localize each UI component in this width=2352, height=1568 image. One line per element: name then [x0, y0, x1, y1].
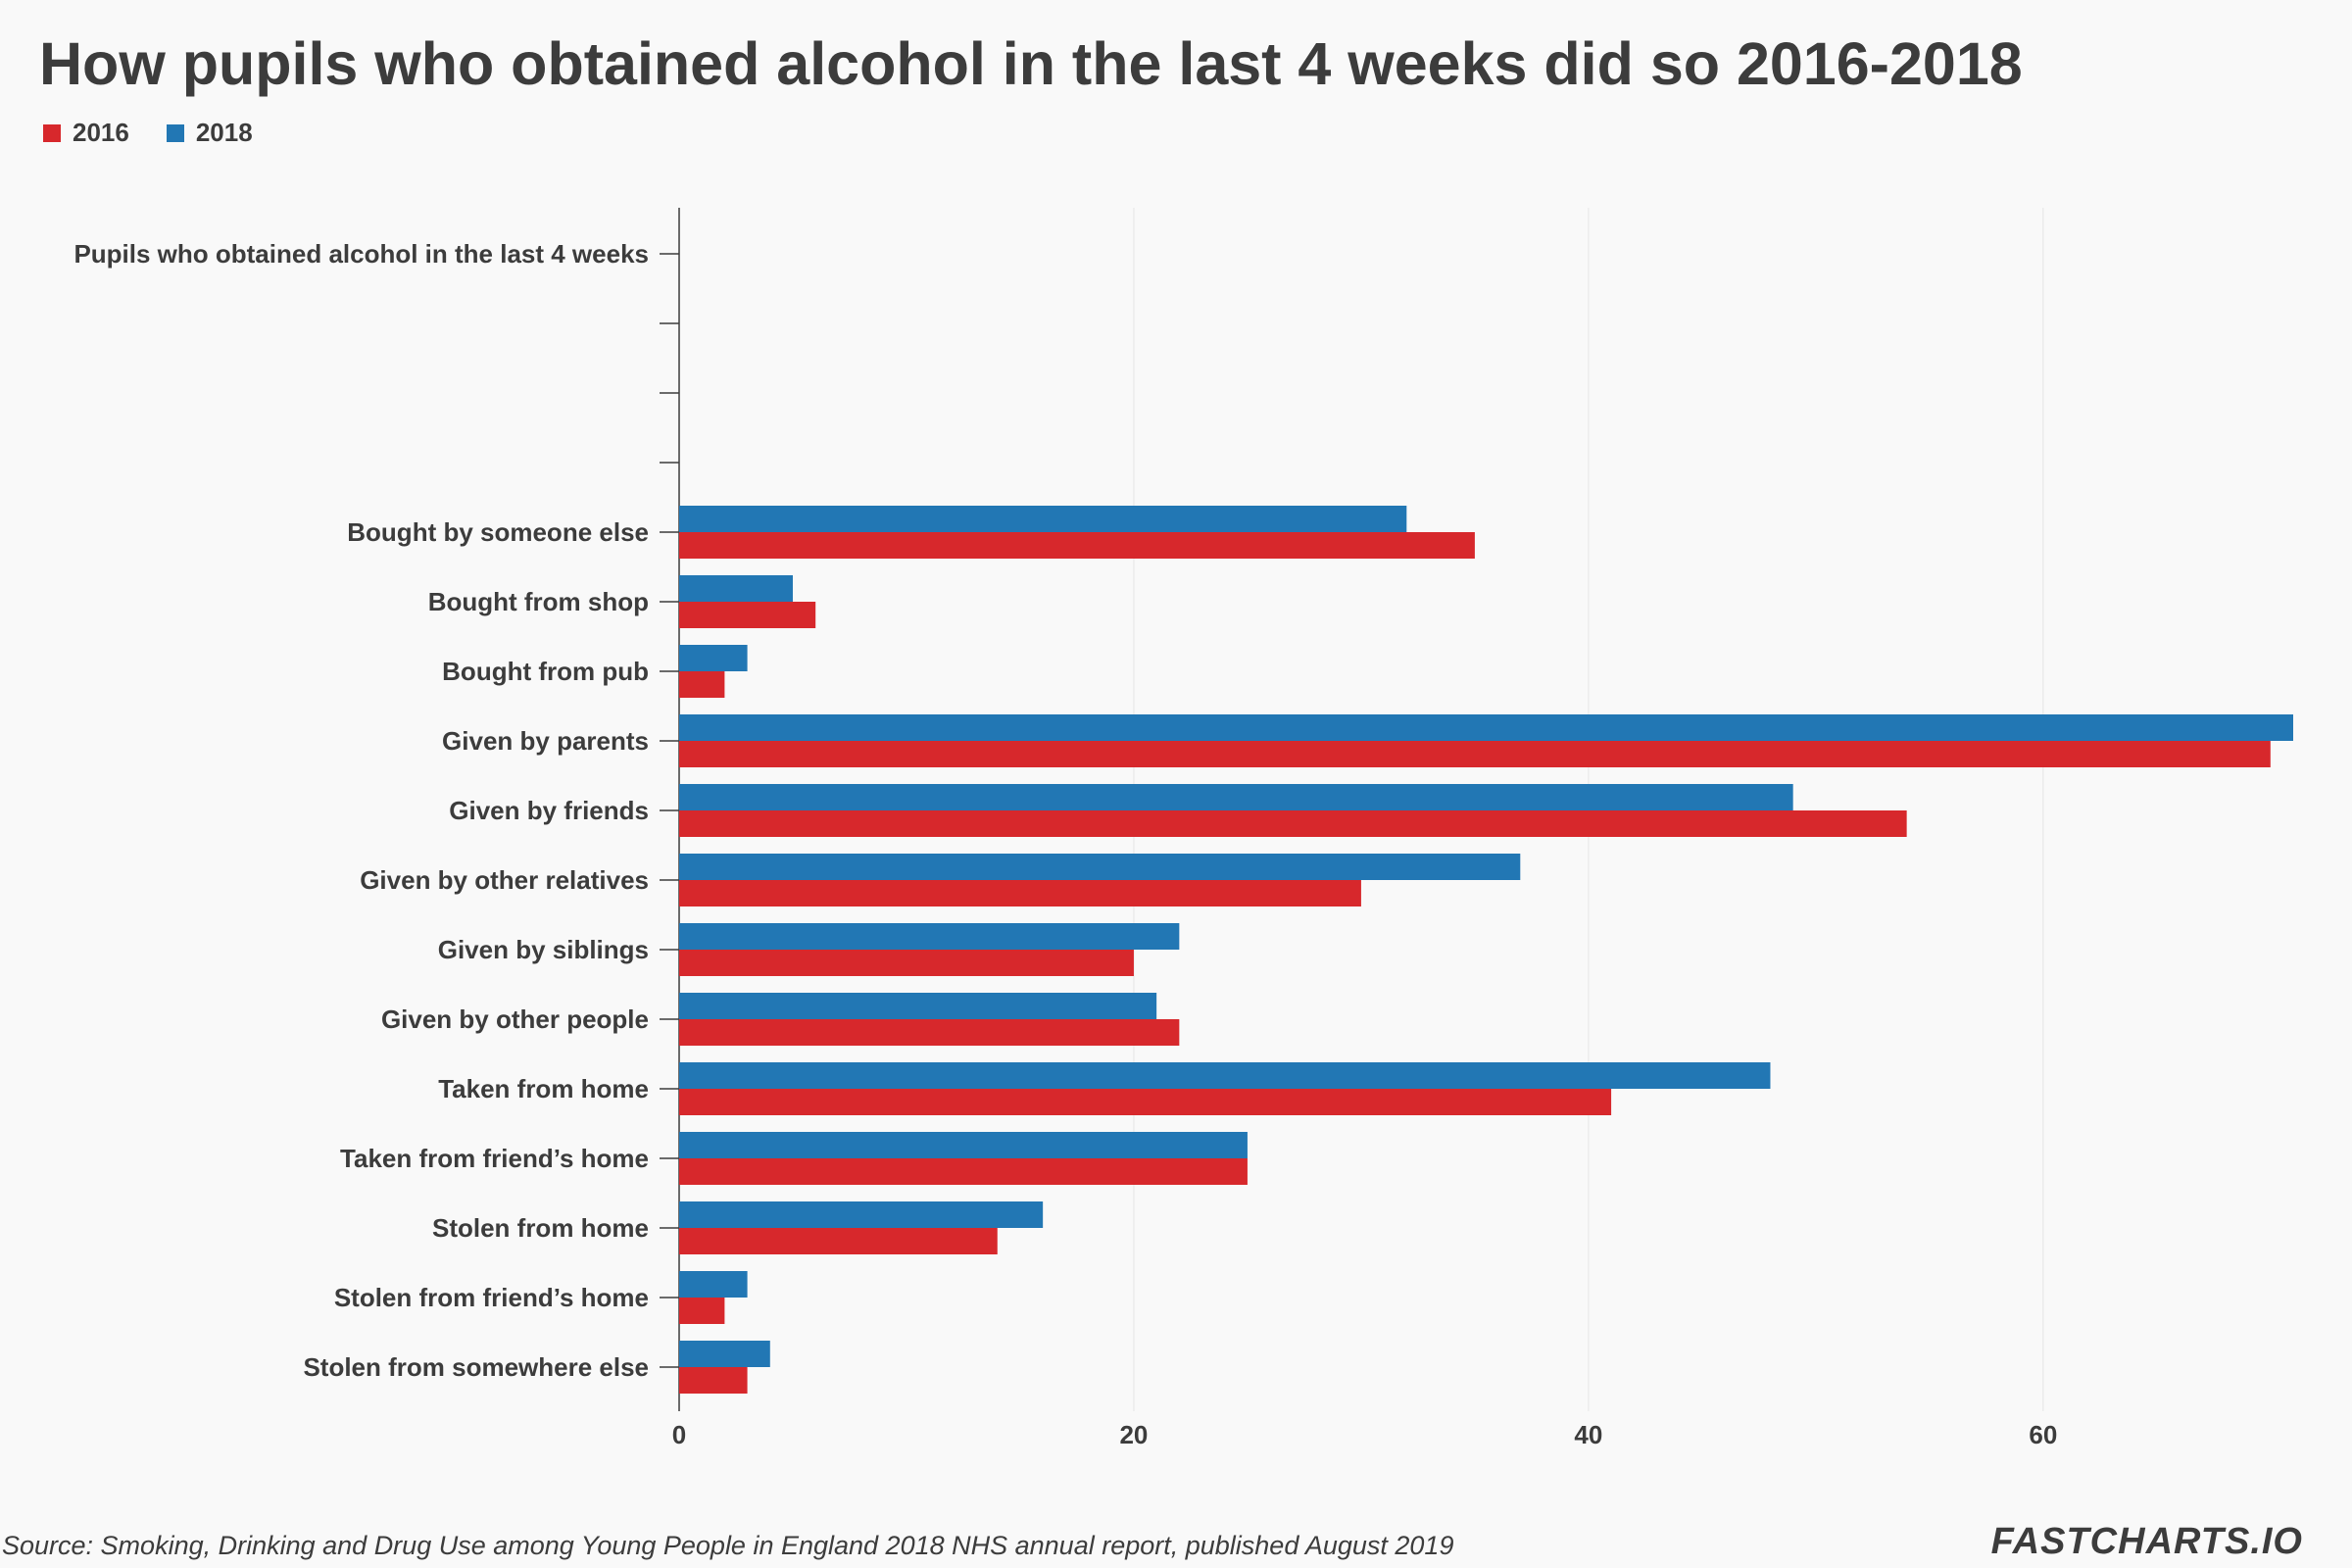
category-label-stolen-from-home: Stolen from home: [432, 1213, 649, 1243]
legend-item-2016[interactable]: 2016: [43, 118, 129, 148]
bar-2018-taken-from-home[interactable]: [679, 1062, 1771, 1089]
category-label-taken-from-friend-s-home: Taken from friend’s home: [340, 1144, 649, 1173]
bar-2016-bought-from-shop[interactable]: [679, 602, 816, 628]
legend-swatch-2016: [43, 123, 61, 142]
category-label-given-by-parents: Given by parents: [442, 726, 649, 756]
bar-2016-given-by-friends[interactable]: [679, 810, 1907, 837]
category-label-stolen-from-friend-s-home: Stolen from friend’s home: [334, 1283, 649, 1312]
bar-2016-given-by-other-people[interactable]: [679, 1019, 1180, 1046]
x-tick-label-60: 60: [2029, 1420, 2057, 1449]
bar-2018-given-by-other-people[interactable]: [679, 993, 1157, 1019]
legend-label-2018: 2018: [195, 118, 253, 147]
bar-2016-bought-by-someone-else[interactable]: [679, 532, 1475, 559]
category-label-bought-from-shop: Bought from shop: [428, 587, 649, 616]
legend-swatch-2018: [166, 123, 184, 142]
bar-2018-stolen-from-friend-s-home[interactable]: [679, 1271, 748, 1298]
bar-2016-stolen-from-home[interactable]: [679, 1228, 998, 1254]
brand-logo: FASTCHARTS.IO: [1990, 1521, 2303, 1562]
bar-2018-given-by-parents[interactable]: [679, 714, 2293, 741]
bar-2016-taken-from-friend-s-home[interactable]: [679, 1158, 1248, 1185]
category-label-stolen-from-somewhere-else: Stolen from somewhere else: [303, 1352, 649, 1382]
bar-2018-given-by-other-relatives[interactable]: [679, 854, 1521, 880]
bar-2016-given-by-other-relatives[interactable]: [679, 880, 1361, 906]
chart-title: How pupils who obtained alcohol in the l…: [39, 30, 2023, 97]
category-label-given-by-other-people: Given by other people: [381, 1004, 649, 1034]
bar-2018-bought-by-someone-else[interactable]: [679, 506, 1407, 532]
x-tick-label-0: 0: [672, 1420, 686, 1449]
x-tick-label-20: 20: [1119, 1420, 1148, 1449]
legend-label-2016: 2016: [73, 118, 129, 147]
bar-2016-given-by-parents[interactable]: [679, 741, 2271, 767]
bar-2016-given-by-siblings[interactable]: [679, 950, 1134, 976]
bar-2018-stolen-from-somewhere-else[interactable]: [679, 1341, 770, 1367]
bar-2018-given-by-friends[interactable]: [679, 784, 1793, 810]
category-label-given-by-siblings: Given by siblings: [438, 935, 649, 964]
bar-2016-taken-from-home[interactable]: [679, 1089, 1612, 1115]
bar-2018-stolen-from-home[interactable]: [679, 1201, 1044, 1228]
category-label-given-by-friends: Given by friends: [449, 796, 649, 825]
x-tick-label-40: 40: [1574, 1420, 1602, 1449]
bar-2018-given-by-siblings[interactable]: [679, 923, 1180, 950]
category-label-taken-from-home: Taken from home: [438, 1074, 649, 1103]
category-label-bought-by-someone-else: Bought by someone else: [347, 517, 649, 547]
category-label-given-by-other-relatives: Given by other relatives: [360, 865, 649, 895]
bar-2018-bought-from-shop[interactable]: [679, 575, 793, 602]
category-label-bought-from-pub: Bought from pub: [442, 657, 649, 686]
bar-2018-bought-from-pub[interactable]: [679, 645, 748, 671]
category-label-pupils-who-obtained-alcohol-in-the-last-4-weeks: Pupils who obtained alcohol in the last …: [74, 239, 649, 269]
legend: 2016 2018: [43, 118, 253, 148]
source-note: Source: Smoking, Drinking and Drug Use a…: [2, 1531, 1454, 1560]
bar-2016-stolen-from-somewhere-else[interactable]: [679, 1367, 748, 1394]
bar-2018-taken-from-friend-s-home[interactable]: [679, 1132, 1248, 1158]
bar-2016-bought-from-pub[interactable]: [679, 671, 725, 698]
bar-2016-stolen-from-friend-s-home[interactable]: [679, 1298, 725, 1324]
legend-item-2018[interactable]: 2018: [166, 118, 253, 148]
